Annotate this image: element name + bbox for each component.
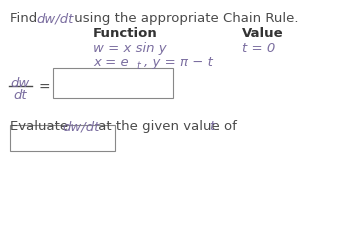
Text: x = e: x = e bbox=[93, 56, 128, 69]
Text: .: . bbox=[216, 120, 220, 132]
Text: w = x sin y: w = x sin y bbox=[93, 42, 167, 55]
Text: at the given value of: at the given value of bbox=[94, 120, 241, 132]
Text: using the appropriate Chain Rule.: using the appropriate Chain Rule. bbox=[70, 12, 299, 25]
Text: dw/dt: dw/dt bbox=[36, 12, 73, 25]
Text: t = 0: t = 0 bbox=[242, 42, 275, 55]
Text: , y = π − t: , y = π − t bbox=[144, 56, 213, 69]
FancyBboxPatch shape bbox=[53, 69, 173, 98]
Text: t: t bbox=[209, 120, 214, 132]
Text: Function: Function bbox=[93, 27, 158, 40]
Text: =: = bbox=[39, 81, 50, 95]
Text: dt: dt bbox=[13, 89, 26, 101]
Text: dw/dt: dw/dt bbox=[62, 120, 100, 132]
Text: dw: dw bbox=[10, 77, 29, 90]
Text: Evaluate: Evaluate bbox=[10, 120, 72, 132]
FancyBboxPatch shape bbox=[10, 125, 115, 151]
Text: t: t bbox=[136, 61, 140, 71]
Text: Value: Value bbox=[242, 27, 283, 40]
Text: Find: Find bbox=[10, 12, 42, 25]
